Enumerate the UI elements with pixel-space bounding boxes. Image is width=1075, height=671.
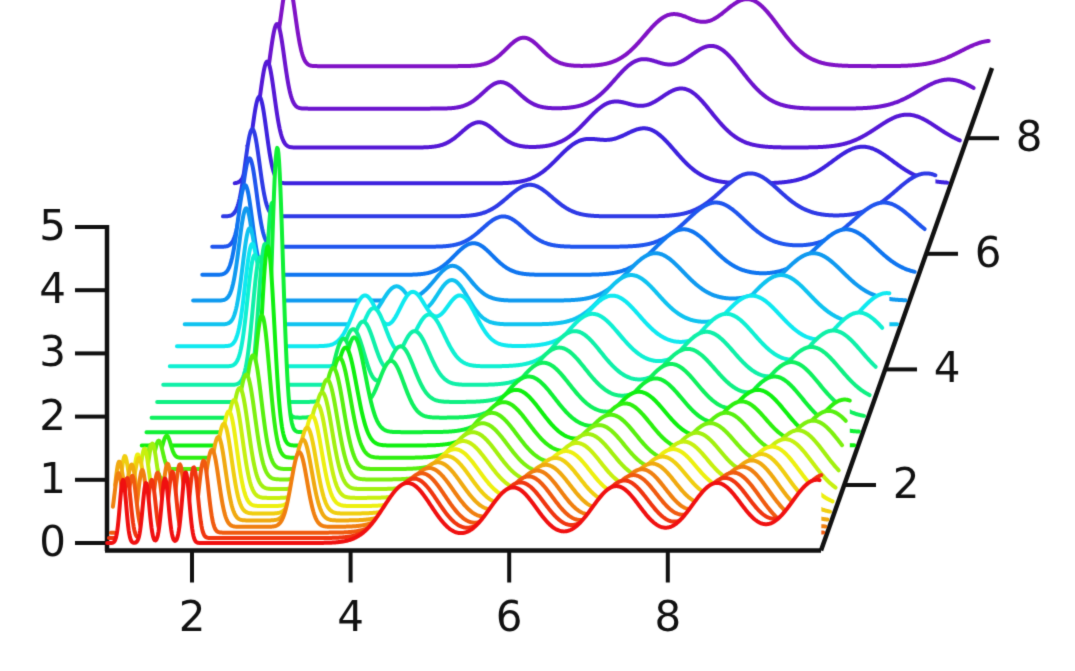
waterfall-figure bbox=[0, 0, 1075, 671]
waterfall-plot-canvas bbox=[0, 0, 1075, 671]
